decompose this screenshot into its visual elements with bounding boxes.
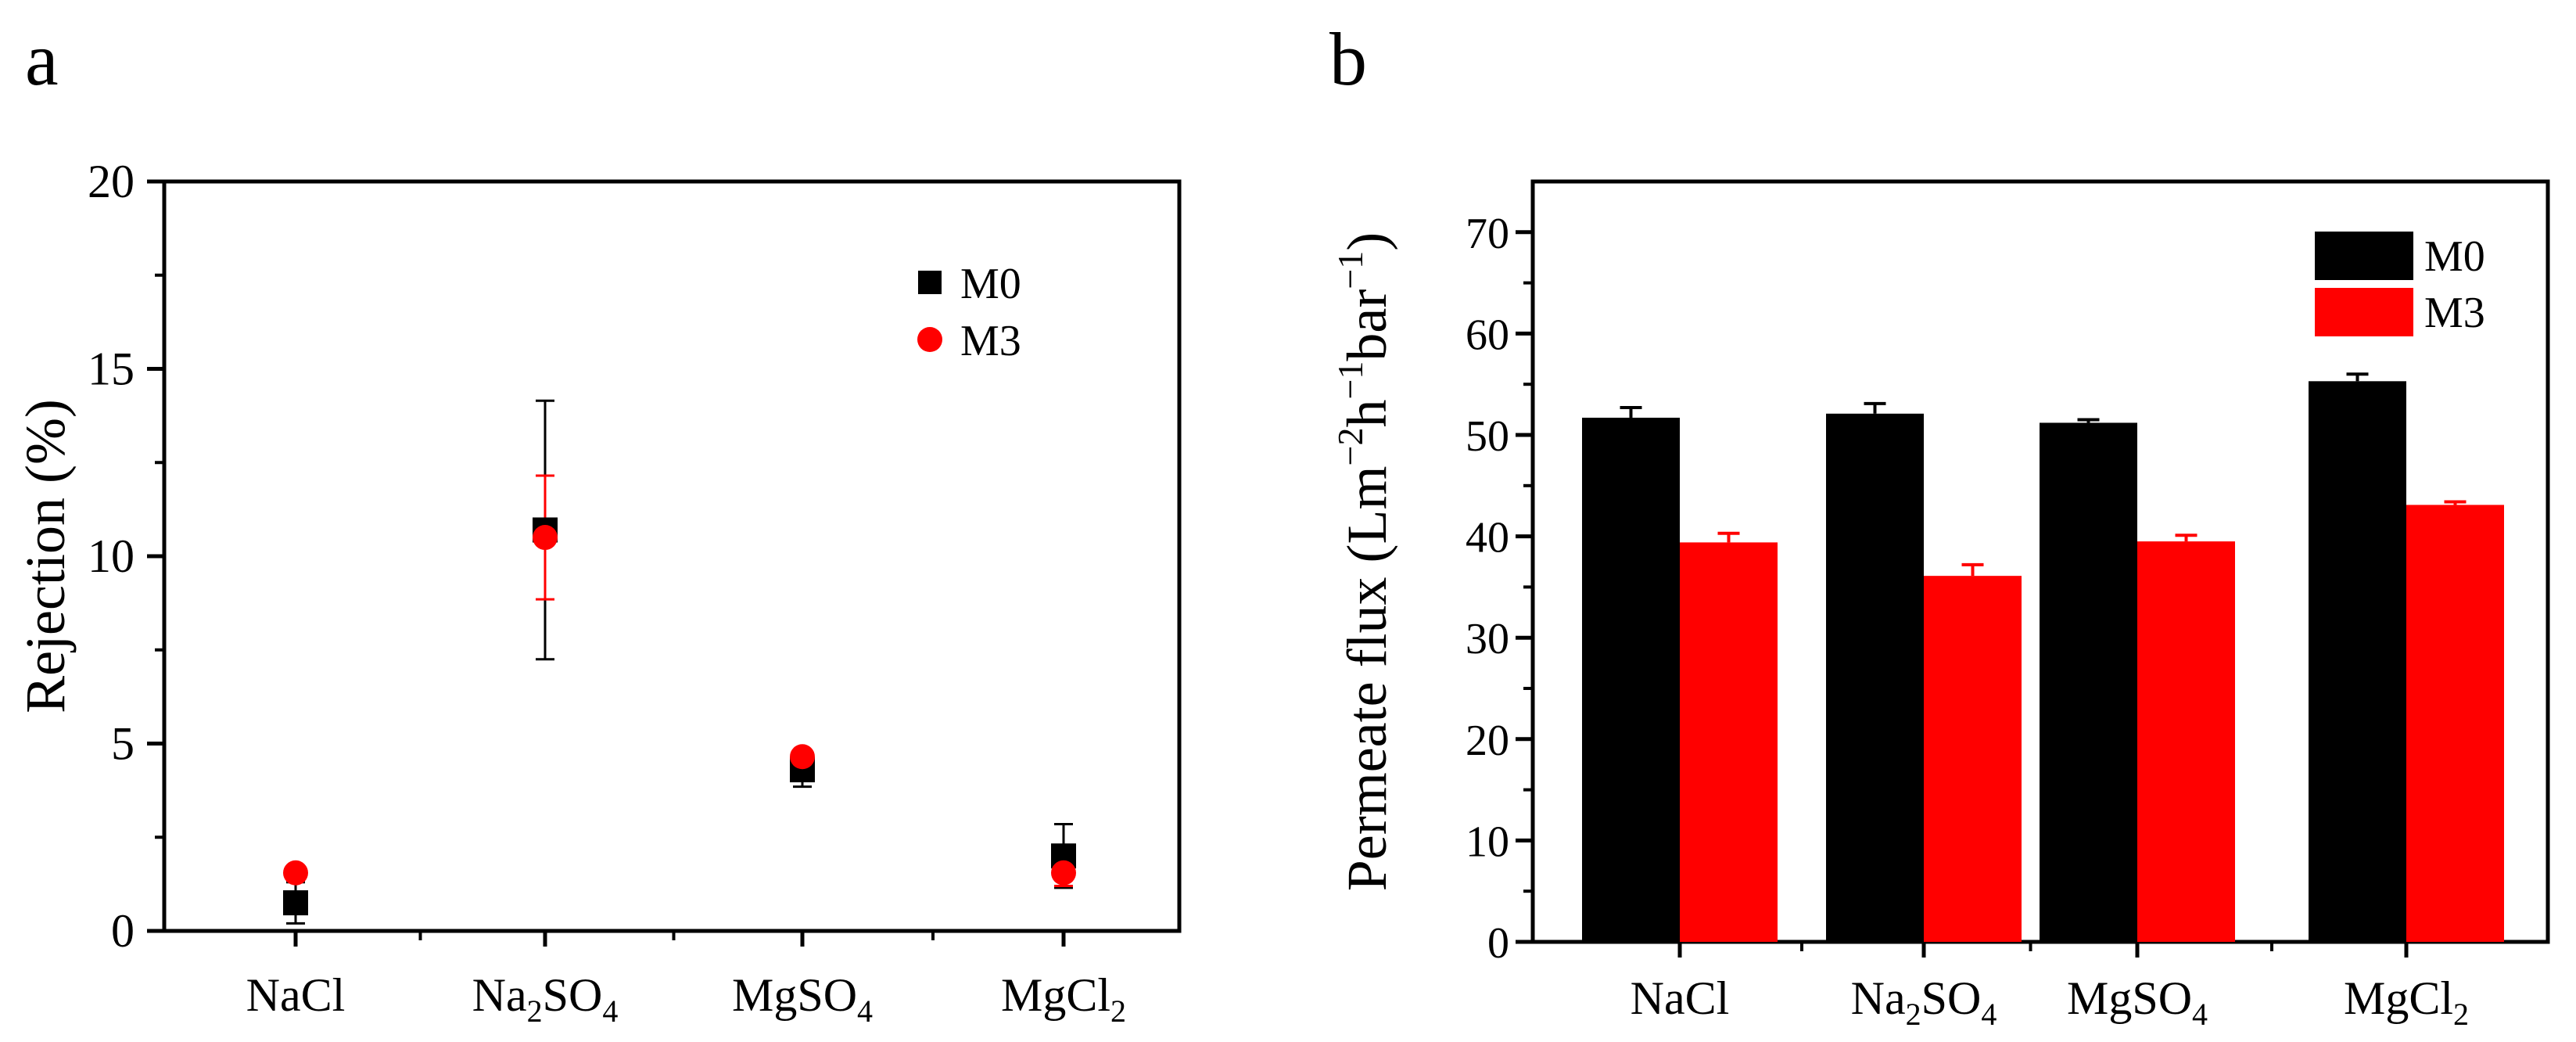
chart-b-ylabel-mid2: bar <box>1336 289 1398 361</box>
chart-a-x-ticks: NaCl Na2SO4 MgSO4 MgCl2 <box>246 931 1126 1029</box>
y-tick-label: 30 <box>1466 615 1509 663</box>
x-tick-label-1-base: Na <box>1851 972 1906 1024</box>
x-tick-label-0-base: NaCl <box>1631 972 1730 1024</box>
bar-m3 <box>1924 576 2022 942</box>
x-tick-label-2-base: MgSO <box>732 969 857 1021</box>
x-tick-label-3-base: MgCl <box>1001 969 1110 1021</box>
chart-a-marks <box>283 399 1076 925</box>
x-tick-label-3: MgCl2 <box>2344 972 2469 1032</box>
chart-a-frame <box>162 179 1182 933</box>
x-tick-label-1-base: Na <box>472 969 527 1021</box>
legend-label-m3: M3 <box>960 317 1021 365</box>
y-tick-label: 15 <box>88 343 135 395</box>
legend-label-m0: M0 <box>960 260 1021 308</box>
x-tick-label-2-sub: 4 <box>857 993 873 1029</box>
x-tick-label-3-sub: 2 <box>1110 993 1126 1029</box>
chart-b-ylabel-sup3: −1 <box>1330 251 1370 289</box>
chart-b-x-ticks: NaCl Na2SO4 MgSO4 MgCl2 <box>1631 942 2469 1032</box>
y-tick-label: 5 <box>111 718 135 770</box>
legend-swatch-m0 <box>2315 232 2413 280</box>
y-tick-label: 60 <box>1466 311 1509 359</box>
chart-b-ylabel-suffix: ) <box>1336 232 1398 251</box>
y-tick-label: 70 <box>1466 210 1509 258</box>
chart-a-ylabel: Rejection (%) <box>14 399 77 713</box>
x-tick-label-0: NaCl <box>1631 972 1730 1024</box>
bar-m0 <box>2040 422 2137 942</box>
y-tick-label: 0 <box>1487 919 1509 968</box>
x-tick-label-1-rest: SO <box>1921 972 1982 1024</box>
legend-swatch-m3 <box>2315 288 2413 336</box>
bar-m3 <box>2406 505 2504 942</box>
bar-m3 <box>2137 541 2235 942</box>
point-m3 <box>790 744 815 770</box>
panel-b-label: b <box>1329 17 1367 101</box>
y-tick-label: 20 <box>1466 717 1509 765</box>
x-tick-label-1: Na2SO4 <box>1851 972 1997 1032</box>
chart-b-ylabel-mid1: h <box>1336 400 1398 428</box>
bar-m3 <box>1680 542 1778 942</box>
x-tick-label-3: MgCl2 <box>1001 969 1126 1029</box>
legend-marker-m3 <box>917 327 942 352</box>
x-tick-label-1-rest: SO <box>543 969 603 1021</box>
bar-m0 <box>2309 381 2406 942</box>
y-tick-label: 40 <box>1466 514 1509 562</box>
x-tick-label-1-sub: 2 <box>527 993 543 1029</box>
legend-label-m0: M0 <box>2424 232 2485 281</box>
x-tick-label-0-base: NaCl <box>246 969 346 1021</box>
x-tick-label-2: MgSO4 <box>2067 972 2208 1032</box>
y-tick-label: 10 <box>1466 817 1509 866</box>
legend-label-m3: M3 <box>2424 289 2485 337</box>
y-tick-label: 20 <box>88 156 135 207</box>
point-m3 <box>283 860 308 886</box>
chart-b-ylabel-prefix: Permeate flux (Lm <box>1336 465 1398 891</box>
x-tick-label-2: MgSO4 <box>732 969 873 1029</box>
x-tick-label-1-sub2: 4 <box>1981 997 1997 1032</box>
chart-b-ylabel: Permeate flux (Lm−2h−1bar−1) <box>1330 232 1398 892</box>
x-tick-label-1-sub2: 4 <box>602 993 618 1029</box>
y-tick-label: 10 <box>88 530 135 582</box>
chart-b-marks <box>1582 372 2504 942</box>
point-m3 <box>533 525 558 551</box>
x-tick-label-3-sub: 2 <box>2453 997 2469 1032</box>
x-tick-label-0: NaCl <box>246 969 346 1021</box>
chart-b-ylabel-sup2: −1 <box>1330 361 1370 400</box>
x-tick-label-1-sub: 2 <box>1906 997 1921 1032</box>
y-tick-label: 0 <box>111 905 135 957</box>
chart-b-y-ticks: 0 10 20 30 40 50 60 70 <box>1466 210 1533 968</box>
bar-m0 <box>1826 413 1924 942</box>
x-tick-label-1: Na2SO4 <box>472 969 619 1029</box>
y-tick-label: 50 <box>1466 412 1509 461</box>
x-tick-label-3-base: MgCl <box>2344 972 2453 1024</box>
x-tick-label-2-sub: 4 <box>2192 997 2208 1032</box>
point-m3 <box>1051 860 1076 886</box>
chart-a-y-ticks: 0 5 10 15 20 <box>88 156 164 957</box>
bar-m0 <box>1582 417 1680 942</box>
point-m0 <box>283 890 308 916</box>
panel-a-label: a <box>25 17 59 101</box>
chart-b-ylabel-sup1: −2 <box>1330 428 1370 466</box>
legend-marker-m0 <box>918 271 942 294</box>
x-tick-label-2-base: MgSO <box>2067 972 2192 1024</box>
